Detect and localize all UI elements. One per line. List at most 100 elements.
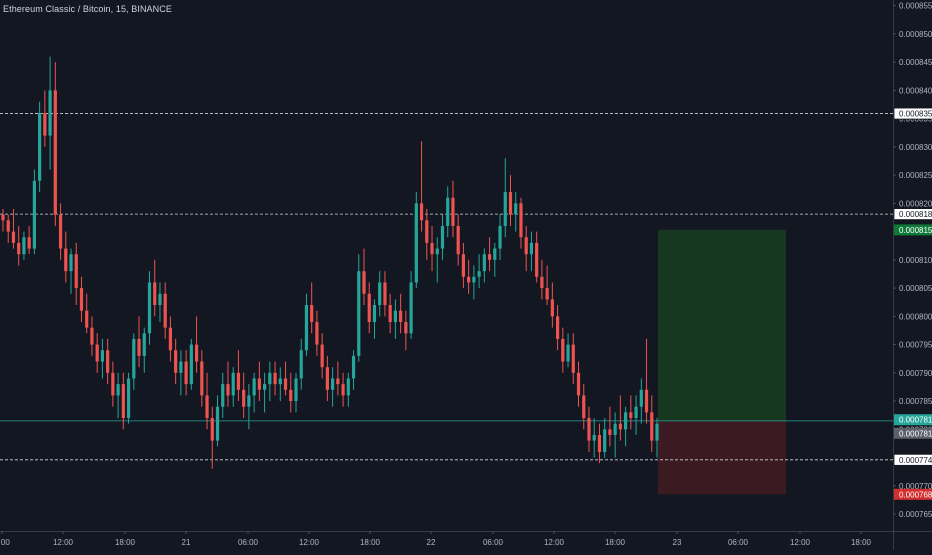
candle-body <box>650 412 654 441</box>
candle-body <box>69 254 73 272</box>
candle-body <box>535 242 539 277</box>
candle-body <box>461 254 466 277</box>
x-tick-label: 12:00 <box>544 538 565 547</box>
candle-body <box>100 350 105 362</box>
candle-body <box>351 355 356 379</box>
candle-body <box>341 384 345 396</box>
candle-body <box>48 90 52 136</box>
candle-body <box>236 372 241 390</box>
candle-body <box>200 361 204 396</box>
candle-body <box>519 203 523 238</box>
candle-body <box>320 344 324 368</box>
x-tick-label: 18:00 <box>851 538 872 547</box>
candle-body <box>367 293 371 322</box>
candle-body <box>388 305 392 322</box>
candle-body <box>592 434 596 441</box>
candle-body <box>477 271 481 277</box>
line-price-label-0: 0.0008359 <box>899 110 932 119</box>
candle-body <box>64 248 68 272</box>
candle-body <box>404 321 408 334</box>
candle-body <box>257 378 261 390</box>
candle-body <box>414 203 418 283</box>
candle-body <box>38 112 42 181</box>
candle-body <box>655 423 659 441</box>
candle-body <box>184 361 188 385</box>
x-tick-label: 18:00 <box>605 538 626 547</box>
candle-body <box>624 412 628 430</box>
candle-body <box>331 378 335 390</box>
line-price-label-2-bg <box>893 453 932 466</box>
last-price-label: 0.0007814 <box>899 429 932 438</box>
x-tick-label: 21 <box>182 538 191 547</box>
candle-body <box>529 242 534 255</box>
candle-body <box>582 395 586 419</box>
symbol-title: Ethereum Classic / Bitcoin, 15, BINANCE <box>3 4 172 14</box>
candle-body <box>27 237 31 249</box>
candle-body <box>179 361 183 373</box>
candle-body <box>310 305 314 322</box>
x-tick-label: 06:00 <box>483 538 504 547</box>
candle-body <box>174 350 178 373</box>
candle-body <box>430 242 434 255</box>
candle-body <box>283 378 288 390</box>
candle-body <box>362 271 366 294</box>
candle-body <box>566 344 570 362</box>
candle-body <box>147 282 152 334</box>
candle-body <box>106 350 110 373</box>
x-tick-label: 12:00 <box>53 538 74 547</box>
candle-body <box>221 384 225 407</box>
x-tick-label: 12:00 <box>790 538 811 547</box>
x-tick-label: 23 <box>673 538 682 547</box>
candle-body <box>425 220 429 243</box>
line-price-label-1: 0.0008181 <box>899 210 932 219</box>
candle-body <box>85 310 89 328</box>
entry-price-label: 0.0007815 <box>899 416 932 425</box>
candle-body <box>467 276 471 283</box>
candle-body <box>17 242 21 255</box>
candle-body <box>629 412 633 419</box>
candle-body <box>137 338 141 356</box>
line-price-label-2: 0.0007746 <box>899 456 932 465</box>
candle-body <box>273 372 277 385</box>
x-tick-label: 22 <box>427 538 436 547</box>
candle-body <box>111 372 115 396</box>
target-price-label: 0.0008153 <box>899 226 932 235</box>
candle-body <box>399 310 403 322</box>
line-price-label-0-bg <box>893 107 932 120</box>
candle-body <box>132 338 136 379</box>
candle-body <box>639 389 643 407</box>
candle-body <box>472 276 476 283</box>
candle-body <box>419 203 424 221</box>
candle-body <box>571 344 575 373</box>
candle-body <box>435 248 439 255</box>
candle-body <box>508 192 513 215</box>
stop-price-label: 0.0007685 <box>899 490 932 499</box>
stop-price-label-bg <box>894 488 932 500</box>
x-tick-label: 12:00 <box>299 538 320 547</box>
candle-body <box>576 372 581 396</box>
candle-body <box>126 378 131 419</box>
candle-body <box>336 378 340 385</box>
candle-body <box>153 282 157 306</box>
candle-body <box>561 338 565 362</box>
candle-body <box>378 282 382 306</box>
candle-body <box>53 90 57 215</box>
candle-body <box>268 372 272 385</box>
candle-body <box>456 225 460 255</box>
candle-body <box>357 271 361 356</box>
candle-body <box>446 197 450 226</box>
candle-body <box>32 180 36 249</box>
x-tick-label: 06:00 <box>728 538 749 547</box>
candle-body <box>498 225 502 249</box>
